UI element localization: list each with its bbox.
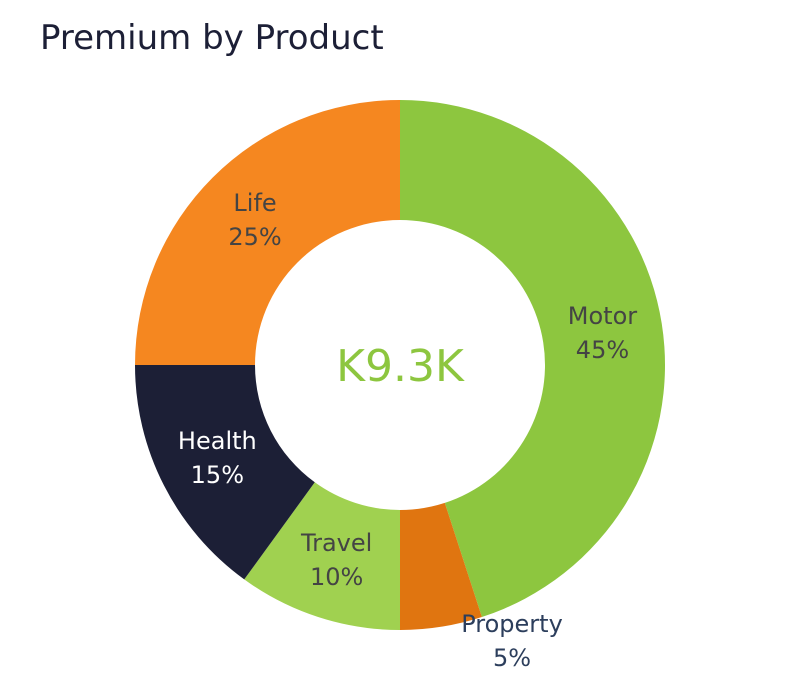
slice-name-label: Motor xyxy=(568,302,637,330)
slice-name-label: Health xyxy=(178,427,257,455)
slice-name-label: Property xyxy=(461,610,563,638)
slice-percent-label: 45% xyxy=(576,336,629,364)
slice-property xyxy=(400,502,482,630)
slice-life xyxy=(135,100,400,365)
slice-percent-label: 25% xyxy=(228,223,281,251)
slice-percent-label: 15% xyxy=(191,461,244,489)
slice-travel xyxy=(244,482,400,630)
slice-health xyxy=(135,365,315,580)
slice-name-label: Travel xyxy=(300,529,372,557)
chart-title: Premium by Product xyxy=(40,18,384,58)
slice-motor xyxy=(400,100,665,618)
slice-percent-label: 5% xyxy=(493,644,531,672)
slice-name-label: Life xyxy=(233,189,276,217)
center-total-label: K9.3K xyxy=(336,341,465,392)
slice-percent-label: 10% xyxy=(310,563,363,591)
